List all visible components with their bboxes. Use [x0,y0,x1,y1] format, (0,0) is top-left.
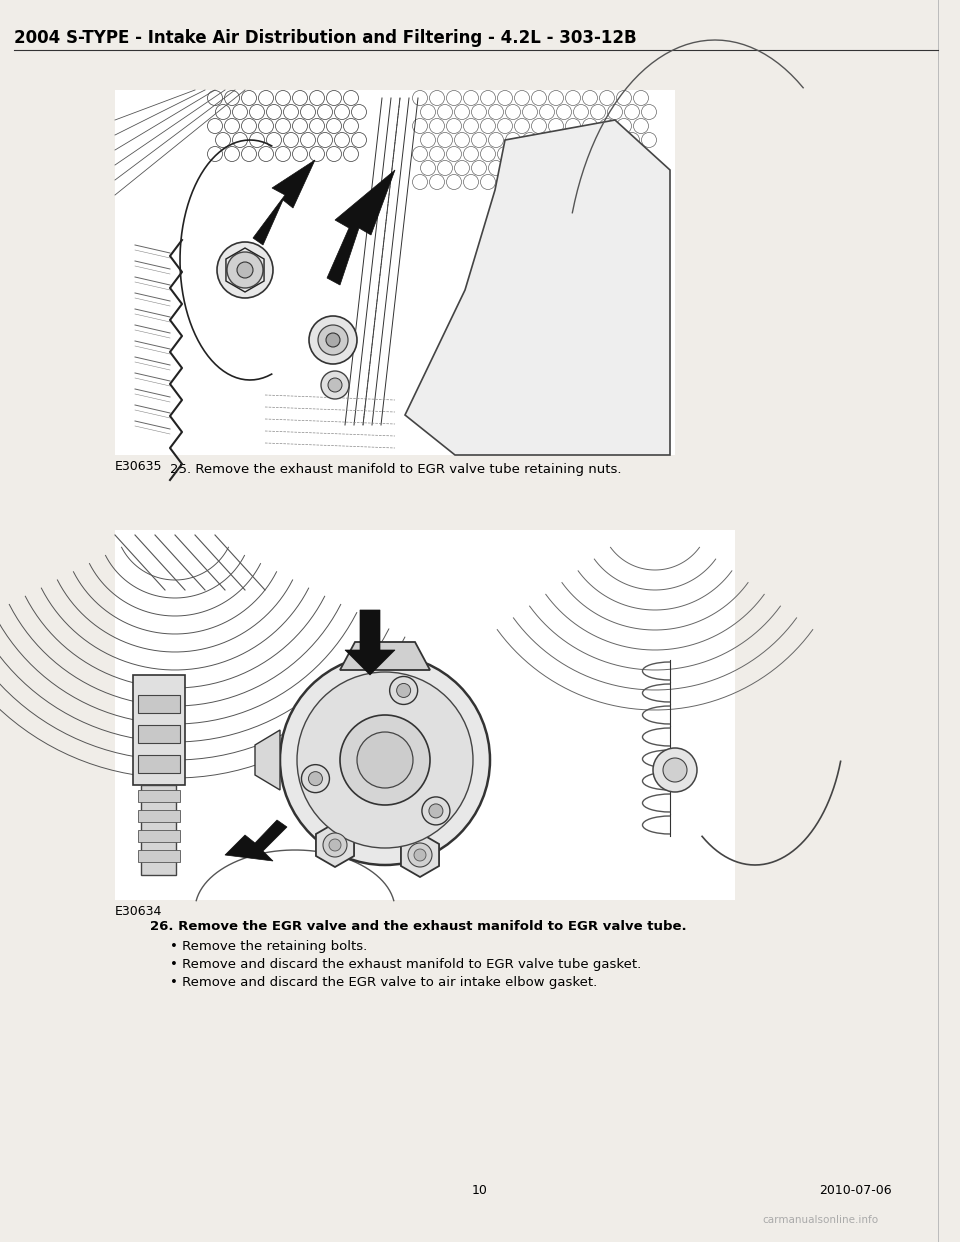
Circle shape [323,833,347,857]
Text: 25. Remove the exhaust manifold to EGR valve tube retaining nuts.: 25. Remove the exhaust manifold to EGR v… [170,463,621,476]
Bar [115,89,675,455]
Circle shape [329,840,341,851]
Bar [133,674,185,785]
Bar [138,790,180,802]
Circle shape [308,771,323,786]
Circle shape [301,765,329,792]
Polygon shape [225,820,287,861]
Circle shape [297,672,473,848]
Text: 2004 S-TYPE - Intake Air Distribution and Filtering - 4.2L - 303-12B: 2004 S-TYPE - Intake Air Distribution an… [14,29,636,47]
Text: • Remove and discard the EGR valve to air intake elbow gasket.: • Remove and discard the EGR valve to ai… [170,976,597,989]
Bar [141,785,176,876]
Polygon shape [401,833,439,877]
Bar [138,850,180,862]
Text: E30635: E30635 [115,460,162,473]
Circle shape [321,371,349,399]
Circle shape [280,655,490,864]
Circle shape [227,252,263,288]
Text: 10: 10 [472,1184,488,1196]
Circle shape [309,315,357,364]
Bar [138,755,180,773]
Bar [138,810,180,822]
Text: E30634: E30634 [115,905,162,918]
Circle shape [396,683,411,698]
Polygon shape [253,160,315,245]
Circle shape [326,333,340,347]
Circle shape [408,843,432,867]
Circle shape [653,748,697,792]
Text: 2010-07-06: 2010-07-06 [819,1184,891,1196]
Circle shape [340,715,430,805]
Polygon shape [405,120,670,455]
Text: carmanualsonline.info: carmanualsonline.info [762,1215,878,1225]
Polygon shape [327,170,395,284]
Circle shape [357,732,413,787]
Bar [115,530,735,900]
Circle shape [663,758,687,782]
Circle shape [414,850,426,861]
Bar [138,696,180,713]
Circle shape [429,804,443,818]
Text: • Remove and discard the exhaust manifold to EGR valve tube gasket.: • Remove and discard the exhaust manifol… [170,958,641,971]
Circle shape [328,378,342,392]
Text: • Remove the retaining bolts.: • Remove the retaining bolts. [170,940,368,953]
Polygon shape [316,823,354,867]
Circle shape [390,677,418,704]
Circle shape [421,797,450,825]
Circle shape [318,325,348,355]
Bar [138,830,180,842]
Circle shape [237,262,253,278]
Text: 26. Remove the EGR valve and the exhaust manifold to EGR valve tube.: 26. Remove the EGR valve and the exhaust… [150,920,686,933]
Polygon shape [345,610,395,674]
Polygon shape [255,730,280,790]
Bar [138,725,180,743]
Circle shape [217,242,273,298]
Polygon shape [340,642,430,669]
